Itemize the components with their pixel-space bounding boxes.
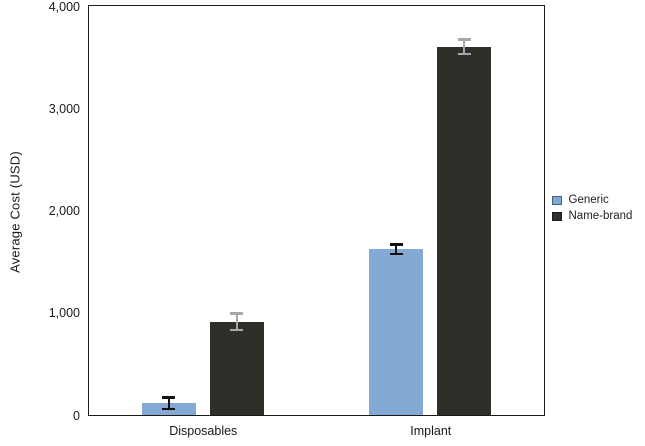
- plot-area: [88, 5, 545, 416]
- error-bar-name-brand-implant: [463, 39, 466, 55]
- y-tick-label-4000: 4,000: [48, 0, 80, 14]
- error-bar-name-brand-disposables: [235, 313, 238, 331]
- y-tick-label-3000: 3,000: [48, 101, 80, 116]
- legend-item-generic: Generic: [552, 193, 632, 208]
- error-cap-bottom-generic-disposables: [162, 407, 176, 411]
- error-cap-top-generic-disposables: [162, 396, 176, 399]
- error-bar-generic-implant: [395, 244, 398, 254]
- legend-label-generic: Generic: [568, 194, 609, 206]
- error-cap-top-name-brand-implant: [457, 38, 471, 42]
- legend: Generic Name-brand: [552, 193, 632, 225]
- y-tick-label-0: 0: [73, 408, 80, 423]
- error-cap-top-name-brand-disposables: [230, 312, 244, 316]
- legend-marker-name-brand: [552, 211, 562, 222]
- error-cap-top-generic-implant: [389, 243, 403, 247]
- legend-marker-generic: [552, 195, 562, 206]
- bar-name-brand-disposables: [209, 321, 264, 415]
- y-tick-label-2000: 2,000: [48, 204, 80, 218]
- bar-name-brand-implant: [437, 46, 492, 415]
- bar-generic-implant: [369, 249, 424, 415]
- x-tick-label-implant: Implant: [410, 424, 452, 438]
- error-cap-bottom-name-brand-implant: [457, 52, 471, 56]
- legend-label-name-brand: Name-brand: [568, 210, 633, 222]
- error-bar-generic-disposables: [167, 397, 170, 409]
- x-tick-label-disposables: Disposables: [169, 424, 238, 438]
- legend-item-name-brand: Name-brand: [552, 209, 632, 224]
- error-cap-bottom-generic-implant: [389, 252, 403, 256]
- error-cap-bottom-name-brand-disposables: [230, 328, 244, 332]
- y-tick-label-1000: 1,000: [48, 306, 80, 321]
